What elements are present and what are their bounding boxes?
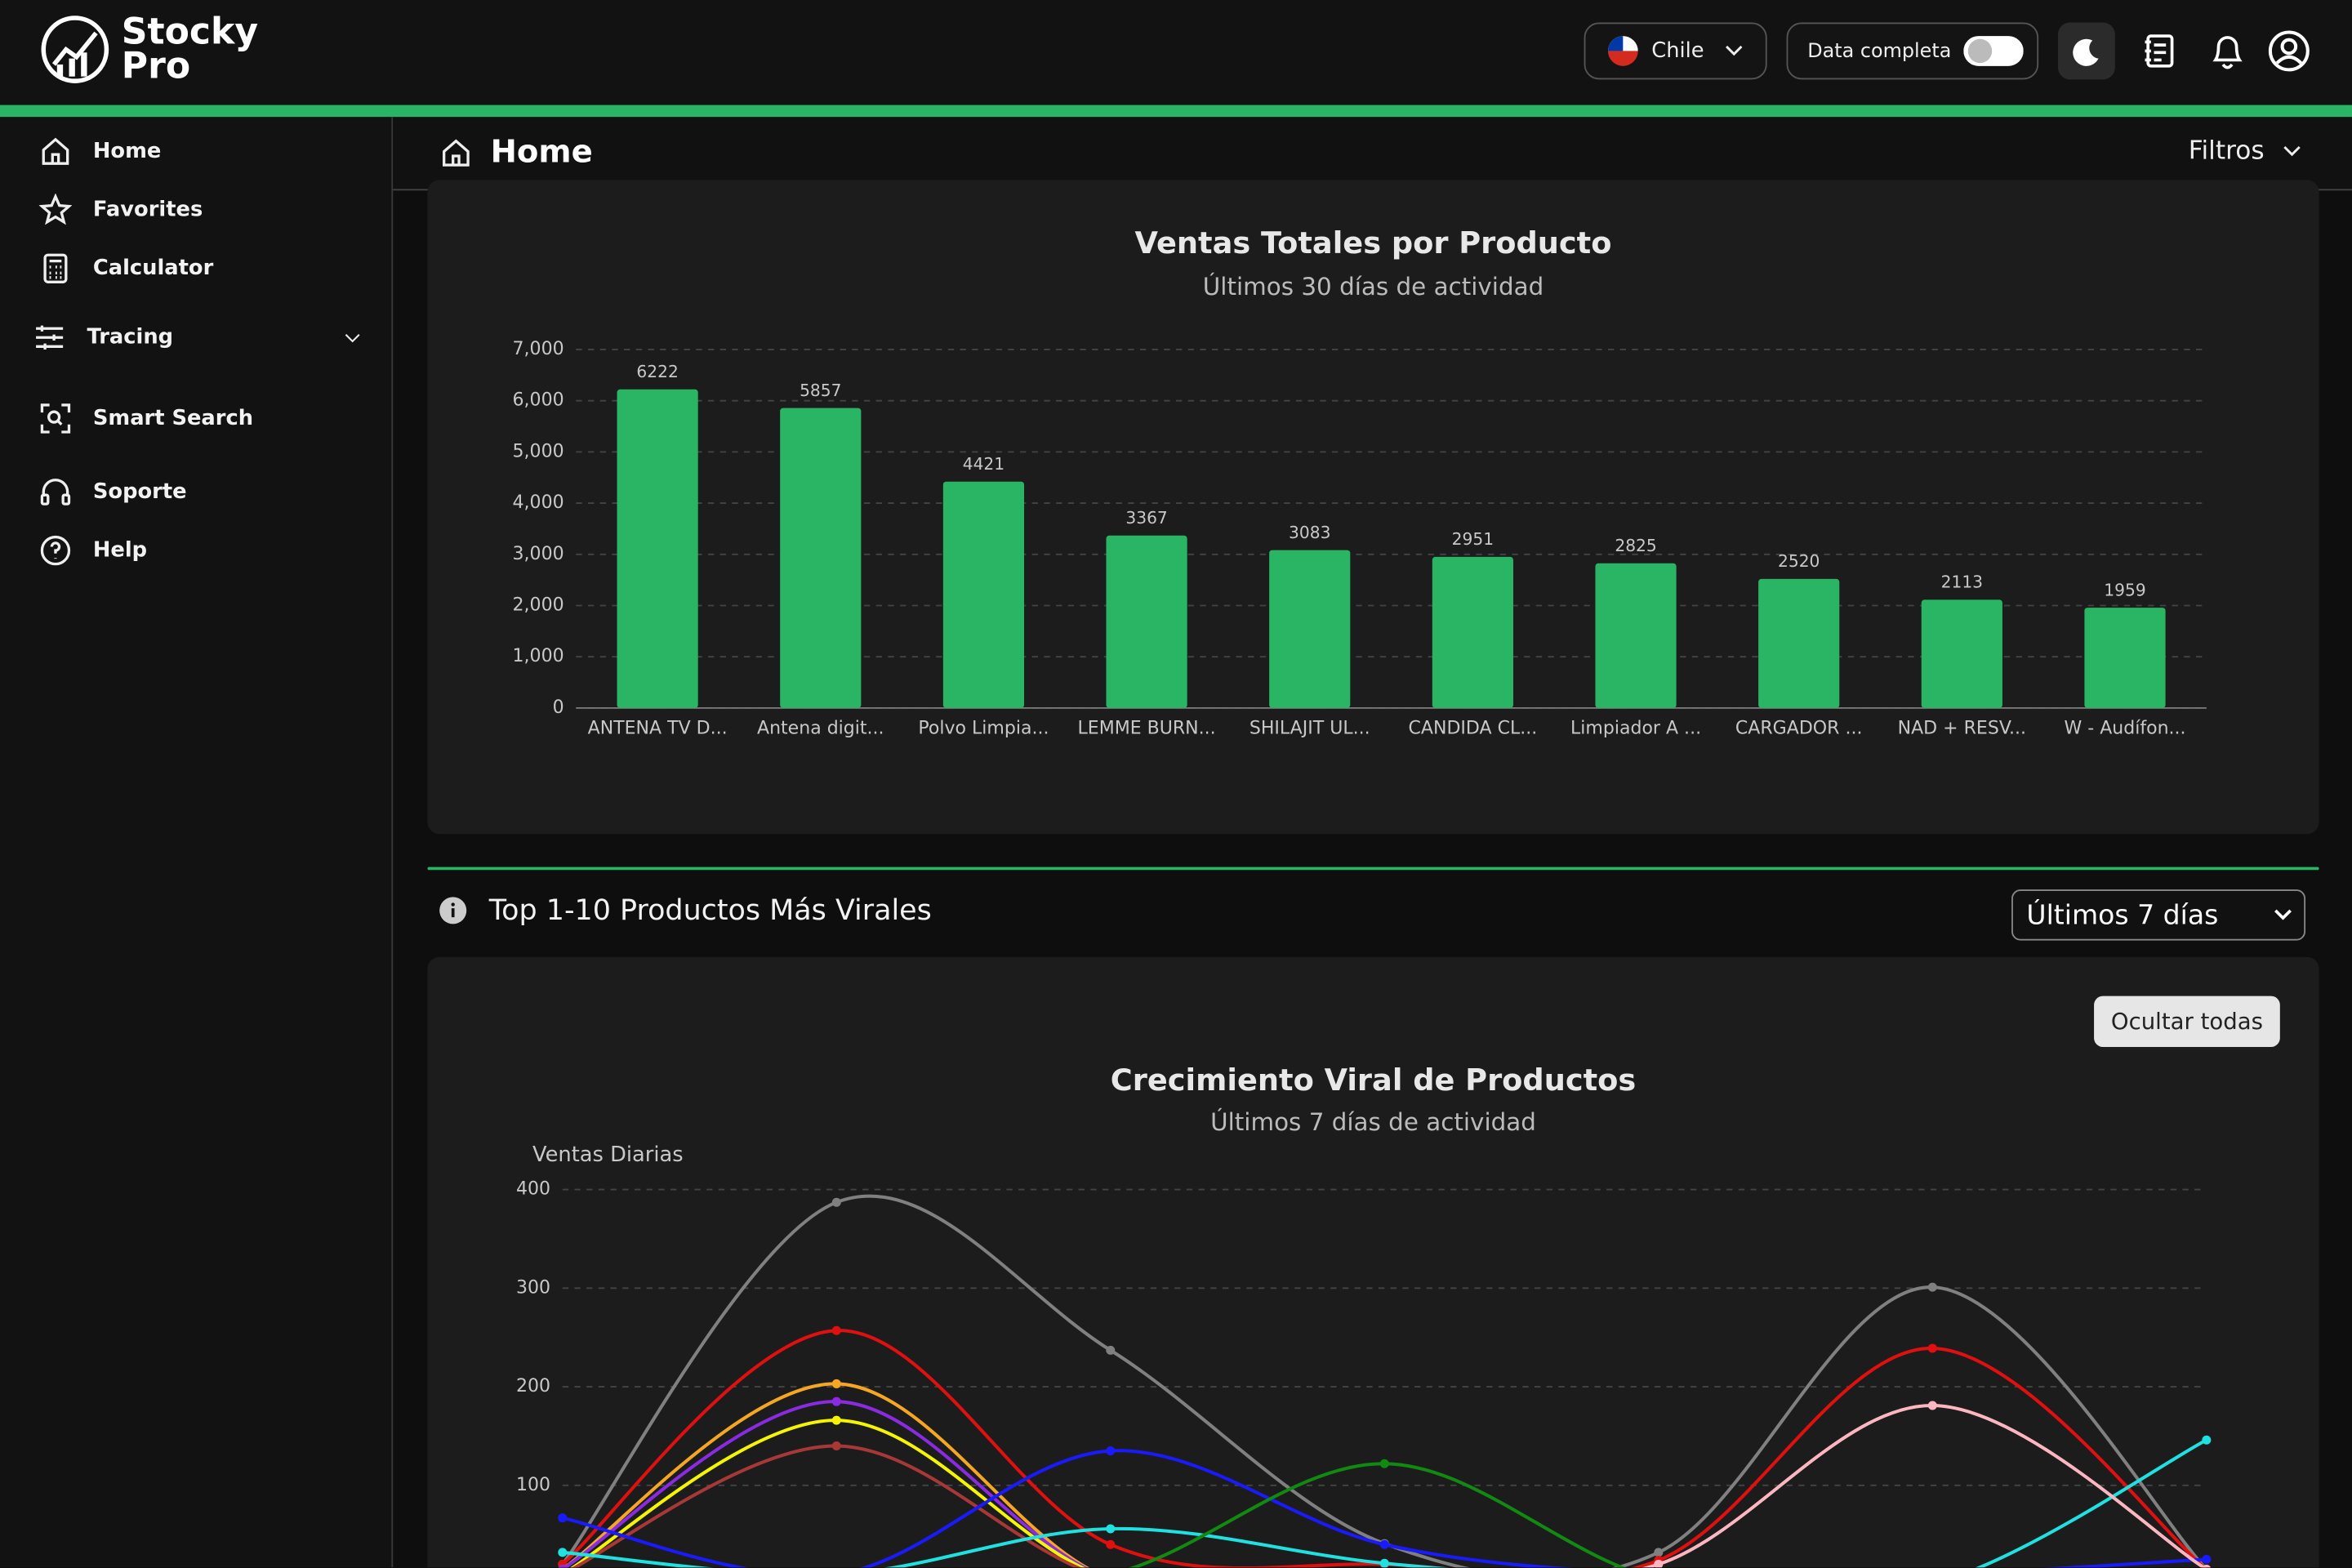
icon: [43, 253, 68, 283]
sidebar: Home Favorites Calculator Tracing Smart …: [0, 117, 394, 1568]
period-label: Últimos 7 días: [2026, 899, 2219, 931]
nav-label: Soporte: [92, 479, 187, 505]
nav-item[interactable]: Soporte: [39, 475, 187, 508]
top-bar: Stocky Pro Chile Data completa: [0, 0, 2352, 105]
icon: [36, 325, 64, 350]
info-icon[interactable]: [438, 896, 468, 926]
section-border: [427, 866, 2319, 871]
switch: [1963, 36, 2024, 66]
logo-line: Stocky: [121, 10, 259, 53]
accent-strip: [0, 105, 2352, 118]
toggle-label: Data completa: [1807, 39, 1952, 63]
icon: [42, 137, 69, 165]
logo-text: Stocky Pro: [121, 10, 259, 87]
nav-label: Favorites: [92, 198, 203, 222]
chevron: [1726, 45, 1743, 56]
nav-item[interactable]: Smart Search: [39, 402, 253, 434]
moon-icon: [2073, 38, 2099, 66]
nav-label: Calculator: [92, 256, 214, 281]
theme-button[interactable]: [2057, 22, 2115, 80]
nav-label: Tracing: [87, 325, 174, 350]
nav-item[interactable]: Favorites: [38, 193, 203, 226]
data-toggle[interactable]: Data completa: [1786, 22, 2039, 80]
nav-item[interactable]: Tracing: [33, 321, 363, 354]
notes-icon[interactable]: [2142, 30, 2181, 72]
chevron: [2283, 145, 2300, 157]
nav-item[interactable]: Help: [39, 534, 147, 567]
nav-label: Home: [92, 139, 162, 164]
icon: [40, 479, 71, 506]
nav-item[interactable]: Calculator: [39, 252, 214, 285]
nav-label: Smart Search: [92, 406, 254, 431]
filters-label: Filtros: [2188, 136, 2265, 167]
nav-item[interactable]: Home: [39, 135, 162, 167]
line-card: [427, 956, 2319, 1568]
user-icon[interactable]: [2266, 29, 2311, 74]
country: Chile: [1651, 38, 1704, 64]
nav-label: Help: [92, 538, 148, 563]
period-select[interactable]: Últimos 7 días: [2011, 889, 2306, 941]
icon: [38, 193, 73, 225]
flag: [1607, 36, 1638, 66]
filters-button[interactable]: Filtros: [2189, 136, 2301, 167]
section-title: Top 1-10 Productos Más Virales: [488, 893, 932, 928]
logo-icon: [41, 16, 109, 83]
logo-line: Pro: [121, 45, 191, 87]
icon: [40, 403, 71, 434]
country-select[interactable]: Chile: [1584, 22, 1767, 80]
icon: [40, 535, 71, 566]
chevron: [2274, 909, 2292, 920]
page-title: Home: [490, 133, 593, 170]
bell-icon[interactable]: [2208, 30, 2247, 72]
bar-card: [427, 180, 2319, 835]
hide-all-button[interactable]: Ocultar todas: [2094, 996, 2280, 1048]
home-icon: [443, 139, 470, 167]
chevron: [345, 334, 360, 343]
